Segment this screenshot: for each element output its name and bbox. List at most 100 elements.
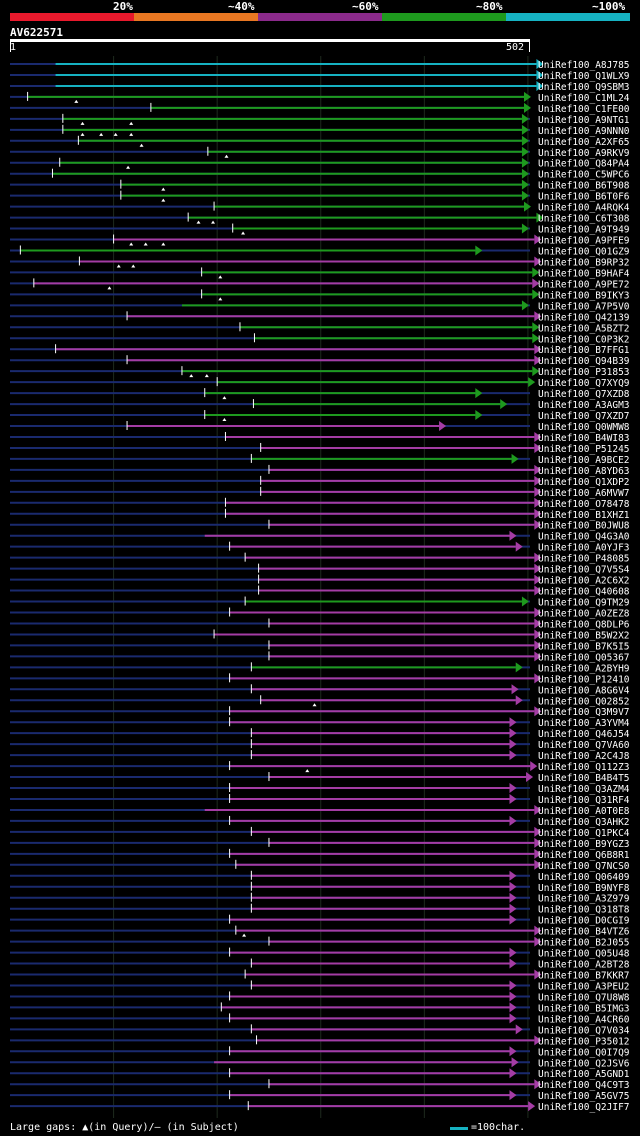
hit-row[interactable]: UniRef100_C1ML24 [10, 91, 630, 104]
hit-row[interactable]: UniRef100_Q2JIF7 [10, 1101, 630, 1113]
hit-row[interactable]: UniRef100_Q318T8 [10, 903, 630, 916]
hit-row[interactable]: UniRef100_Q7NCS0 [10, 859, 630, 872]
hit-row[interactable]: UniRef100_B9NYF8 [10, 881, 630, 894]
hit-label: UniRef100_Q2JSV6 [538, 1058, 630, 1069]
hit-row[interactable]: UniRef100_Q7VA60 [10, 739, 630, 751]
hit-row[interactable]: UniRef100_A3AGM3 [10, 399, 630, 411]
hit-row[interactable]: UniRef100_D0CGI9 [10, 914, 630, 927]
hit-row[interactable]: UniRef100_A9RKV9 [10, 146, 630, 159]
hit-row[interactable]: UniRef100_Q7XZD7 [10, 410, 630, 422]
hit-row[interactable]: UniRef100_Q9TM29 [10, 596, 630, 609]
hit-row[interactable]: UniRef100_P35012 [10, 1035, 630, 1047]
hit-row[interactable]: UniRef100_B2J055 [10, 936, 630, 949]
hit-row[interactable]: UniRef100_Q7XZD8 [10, 388, 630, 400]
hit-row[interactable]: UniRef100_Q7V034 [10, 1024, 630, 1036]
hit-row[interactable]: UniRef100_A2BT28 [10, 958, 630, 971]
hit-row[interactable]: UniRef100_B0JWU8 [10, 519, 630, 532]
hit-row[interactable]: UniRef100_Q7XYQ9 [10, 377, 630, 389]
hit-row[interactable]: UniRef100_Q7U8W8 [10, 991, 630, 1003]
hit-row[interactable]: UniRef100_B7FFG1 [10, 344, 630, 356]
hit-row[interactable]: UniRef100_A5GND1 [10, 1068, 630, 1080]
hit-row[interactable]: UniRef100_C5WPC6 [10, 168, 630, 181]
hit-row[interactable]: UniRef100_Q3AZM4 [10, 783, 630, 795]
hit-row[interactable]: UniRef100_A0ZEZ8 [10, 607, 630, 620]
hit-row[interactable]: UniRef100_B9RP32 [10, 256, 630, 268]
hit-row[interactable]: UniRef100_Q112Z3 [10, 761, 630, 773]
hit-row[interactable]: UniRef100_A8YD63 [10, 464, 630, 477]
hit-row[interactable]: UniRef100_B4WI83 [10, 431, 630, 444]
hit-row[interactable]: UniRef100_A9PFE9 [10, 234, 630, 247]
hit-row[interactable]: UniRef100_Q8DLP6 [10, 618, 630, 630]
hit-row[interactable]: UniRef100_A0YJF3 [10, 541, 630, 554]
hit-arrow [528, 377, 536, 388]
hit-row[interactable]: UniRef100_Q05U48 [10, 947, 630, 960]
hit-row[interactable]: UniRef100_A8J785 [10, 59, 630, 71]
hit-row[interactable]: UniRef100_B6T0F6 [10, 190, 630, 203]
hit-row[interactable]: UniRef100_B7K5I5 [10, 640, 630, 652]
hit-row[interactable]: UniRef100_Q4G3A0 [10, 530, 630, 543]
hit-row[interactable]: UniRef100_A3PEU2 [10, 980, 630, 992]
hit-row[interactable]: UniRef100_Q0WMW8 [10, 421, 630, 433]
hit-row[interactable]: UniRef100_B4B4T5 [10, 772, 630, 784]
hit-row[interactable]: UniRef100_Q3M9V7 [10, 706, 630, 718]
hit-row[interactable]: UniRef100_A3Z979 [10, 892, 630, 905]
hit-row[interactable]: UniRef100_Q40608 [10, 585, 630, 598]
hit-row[interactable]: UniRef100_Q9SBM3 [10, 80, 630, 93]
hit-row[interactable]: UniRef100_A9T949 [10, 223, 630, 236]
hit-row[interactable]: UniRef100_Q46J54 [10, 728, 630, 740]
hit-row[interactable]: UniRef100_Q0I7Q9 [10, 1046, 630, 1058]
hit-row[interactable]: UniRef100_O78478 [10, 497, 630, 510]
hit-row[interactable]: UniRef100_B9HAF4 [10, 267, 630, 279]
hit-row[interactable]: UniRef100_C0P3K2 [10, 333, 630, 345]
hit-row[interactable]: UniRef100_Q42139 [10, 311, 630, 323]
hit-row[interactable]: UniRef100_A4CR60 [10, 1013, 630, 1025]
hit-row[interactable]: UniRef100_A3YVM4 [10, 717, 630, 729]
hit-row[interactable]: UniRef100_B5W2X2 [10, 629, 630, 641]
hit-row[interactable]: UniRef100_A8G6V4 [10, 684, 630, 696]
hit-row[interactable]: UniRef100_Q7V5S4 [10, 563, 630, 576]
hit-row[interactable]: UniRef100_B1XHZ1 [10, 508, 630, 521]
hit-row[interactable]: UniRef100_B7KKR7 [10, 969, 630, 982]
hit-row[interactable]: UniRef100_Q94B39 [10, 355, 630, 367]
hit-row[interactable]: UniRef100_A9BCE2 [10, 453, 630, 466]
hit-row[interactable]: UniRef100_B5IMG3 [10, 1002, 630, 1014]
hit-row[interactable]: UniRef100_Q02852 [10, 695, 630, 707]
hit-row[interactable]: UniRef100_Q01GZ9 [10, 245, 630, 257]
hit-row[interactable]: UniRef100_B9IKY3 [10, 289, 630, 301]
hit-row[interactable]: UniRef100_A9NTG1 [10, 113, 630, 126]
hit-row[interactable]: UniRef100_A4RQK4 [10, 201, 630, 214]
hit-row[interactable]: UniRef100_B9YGZ3 [10, 837, 630, 850]
hit-row[interactable]: UniRef100_Q4C9T3 [10, 1079, 630, 1091]
hit-row[interactable]: UniRef100_Q1XDP2 [10, 475, 630, 488]
hit-row[interactable]: UniRef100_A9PE72 [10, 278, 630, 290]
hit-label: UniRef100_B7KKR7 [538, 971, 630, 982]
hit-row[interactable]: UniRef100_Q05367 [10, 651, 630, 663]
hit-row[interactable]: UniRef100_A2C6X2 [10, 574, 630, 587]
hit-row[interactable]: UniRef100_A2C4J8 [10, 750, 630, 762]
hit-row[interactable]: UniRef100_Q3AHK2 [10, 815, 630, 828]
hit-row[interactable]: UniRef100_P31853 [10, 366, 630, 378]
hit-row[interactable]: UniRef100_Q1WLX9 [10, 69, 630, 82]
hit-row[interactable]: UniRef100_C1FE00 [10, 102, 630, 115]
hit-row[interactable]: UniRef100_P12410 [10, 673, 630, 685]
hit-row[interactable]: UniRef100_A9NNN0 [10, 124, 630, 137]
hit-row[interactable]: UniRef100_A5BZT2 [10, 322, 630, 334]
hit-row[interactable]: UniRef100_Q6B8R1 [10, 848, 630, 861]
hit-row[interactable]: UniRef100_P48085 [10, 552, 630, 565]
hit-label: UniRef100_B9YGZ3 [538, 839, 630, 850]
hit-row[interactable]: UniRef100_P51245 [10, 442, 630, 455]
hit-row[interactable]: UniRef100_A2BYH9 [10, 662, 630, 674]
hit-row[interactable]: UniRef100_C6T308 [10, 212, 630, 225]
hit-row[interactable]: UniRef100_A7P5V0 [10, 300, 630, 312]
hit-row[interactable]: UniRef100_B6T908 [10, 179, 630, 192]
hit-row[interactable]: UniRef100_A2XF65 [10, 135, 630, 148]
hit-row[interactable]: UniRef100_Q84PA4 [10, 157, 630, 170]
hit-row[interactable]: UniRef100_A6MVW7 [10, 486, 630, 499]
hit-row[interactable]: UniRef100_Q06409 [10, 870, 630, 883]
hit-row[interactable]: UniRef100_Q1PKC4 [10, 826, 630, 839]
hit-row[interactable]: UniRef100_Q31RF4 [10, 793, 630, 806]
hit-row[interactable]: UniRef100_A5GV75 [10, 1090, 630, 1102]
hit-row[interactable]: UniRef100_Q2JSV6 [10, 1057, 630, 1069]
hit-row[interactable]: UniRef100_B4VTZ6 [10, 925, 630, 938]
hit-row[interactable]: UniRef100_A0T0E8 [10, 804, 630, 817]
